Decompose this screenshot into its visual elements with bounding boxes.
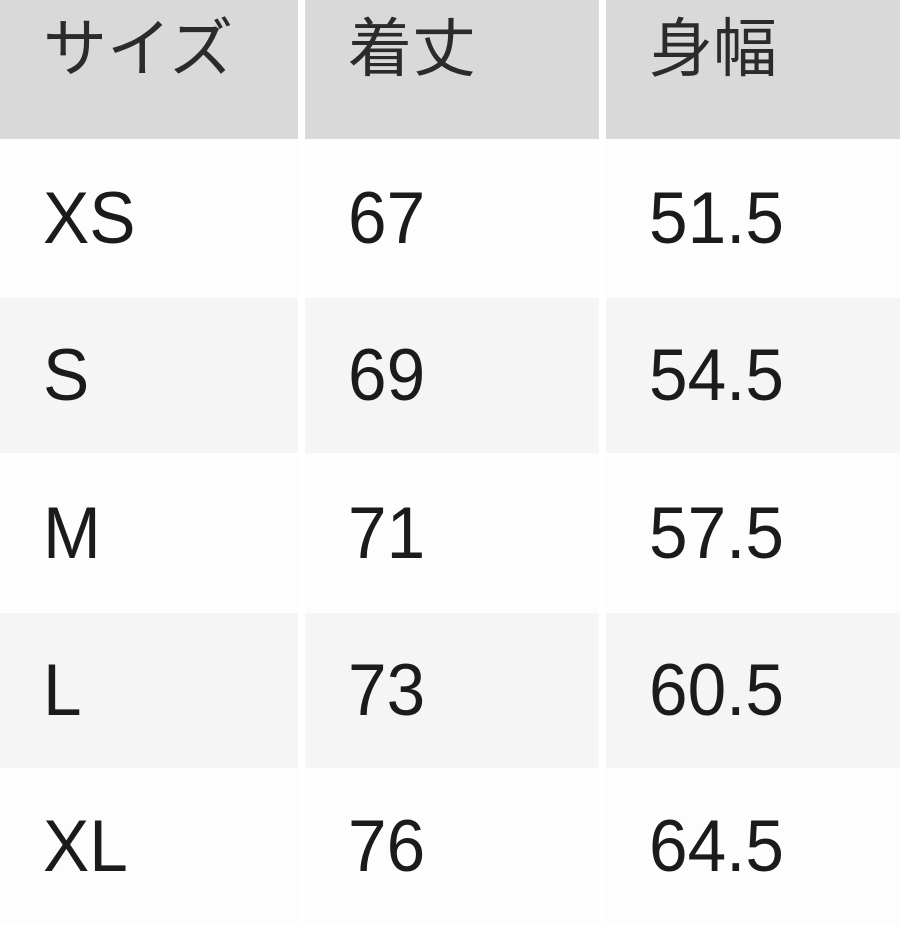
cell-xs-size: XS <box>0 139 298 298</box>
cell-m-length-value: 71 <box>348 492 426 574</box>
column-header-width-label: 身幅 <box>649 13 777 85</box>
column-header-size-label: サイズ <box>43 13 234 85</box>
cell-m-width-value: 57.5 <box>649 492 784 574</box>
cell-l-width: 60.5 <box>606 613 900 768</box>
cell-xs-length: 67 <box>305 139 599 298</box>
cell-xs-width-value: 51.5 <box>649 178 784 259</box>
cell-xs-length-value: 67 <box>348 178 426 259</box>
column-header-length-label: 着丈 <box>348 13 476 85</box>
cell-l-length-value: 73 <box>348 650 426 731</box>
cell-xs-size-value: XS <box>43 178 136 259</box>
cell-xl-size-value: XL <box>43 806 128 887</box>
cell-s-size: S <box>0 298 298 453</box>
cell-l-size: L <box>0 613 298 768</box>
cell-m-size: M <box>0 453 298 613</box>
cell-m-width: 57.5 <box>606 453 900 613</box>
cell-s-length-value: 69 <box>348 335 426 416</box>
cell-xl-width: 64.5 <box>606 768 900 925</box>
cell-m-length: 71 <box>305 453 599 613</box>
cell-s-size-value: S <box>43 335 90 416</box>
cell-l-size-value: L <box>43 650 82 731</box>
column-header-width: 身幅 <box>606 0 900 139</box>
cell-xl-size: XL <box>0 768 298 925</box>
cell-xl-length: 76 <box>305 768 599 925</box>
cell-xl-length-value: 76 <box>348 806 426 887</box>
column-header-size: サイズ <box>0 0 298 139</box>
cell-m-size-value: M <box>43 492 101 574</box>
cell-s-width-value: 54.5 <box>649 335 784 416</box>
cell-s-length: 69 <box>305 298 599 453</box>
column-header-length: 着丈 <box>305 0 599 139</box>
cell-xl-width-value: 64.5 <box>649 806 784 887</box>
cell-l-length: 73 <box>305 613 599 768</box>
cell-l-width-value: 60.5 <box>649 650 784 731</box>
cell-s-width: 54.5 <box>606 298 900 453</box>
cell-xs-width: 51.5 <box>606 139 900 298</box>
